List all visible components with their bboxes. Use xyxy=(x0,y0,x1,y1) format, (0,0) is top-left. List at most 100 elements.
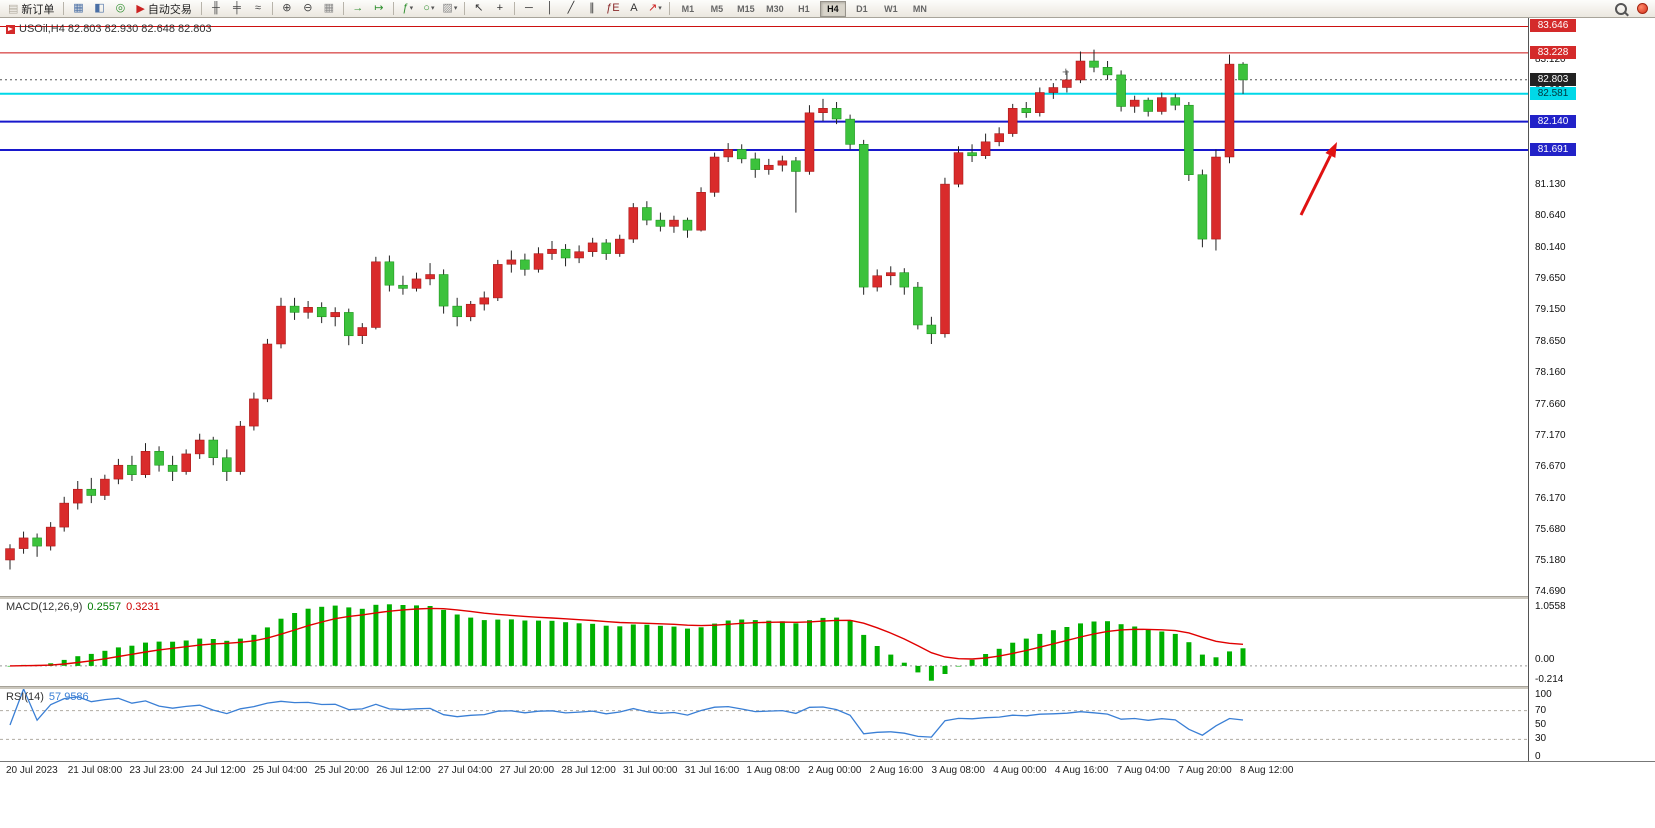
crosshair-icon[interactable]: + xyxy=(496,2,504,14)
toolbar-separator xyxy=(342,2,344,15)
timeframe-button-m15[interactable]: M15 xyxy=(737,3,755,14)
navigator-icon[interactable]: ◎ xyxy=(115,2,126,14)
time-axis-label: 7 Aug 20:00 xyxy=(1178,765,1232,776)
cursor-cross-marker: + xyxy=(1062,64,1070,79)
time-axis-label: 25 Jul 04:00 xyxy=(252,765,308,776)
time-axis-label: 4 Aug 00:00 xyxy=(993,765,1047,776)
cursor-icon[interactable]: ↖ xyxy=(474,2,484,14)
price-axis-label: 79.650 xyxy=(1535,272,1566,284)
rsi-axis-label: 70 xyxy=(1535,704,1547,716)
community-badge-icon[interactable] xyxy=(1632,0,1652,17)
timeframe-button-m30[interactable]: M30 xyxy=(766,3,784,14)
timeframe-button-h1[interactable]: H1 xyxy=(798,3,810,14)
magnifier-glass-icon xyxy=(1615,2,1627,15)
dropdown-arrow-icon: ▾ xyxy=(658,5,662,12)
indicators-icon[interactable]: ƒ ▾ xyxy=(402,2,414,14)
price-axis-label: 76.670 xyxy=(1535,461,1566,473)
toolbar-separator xyxy=(271,2,273,15)
tile-windows-icon[interactable]: ▦ xyxy=(323,2,335,14)
rsi-axis-label: 100 xyxy=(1535,689,1552,700)
price-badge-82-140: 82.140 xyxy=(1530,114,1576,128)
periods-icon[interactable]: ○ ▾ xyxy=(423,2,435,14)
macd-pane[interactable]: MACD(12,26,9) 0.2557 0.3231 xyxy=(0,599,1528,686)
rsi-pane[interactable]: RSI(14) 57.9586 xyxy=(0,689,1528,761)
time-axis-label: 1 Aug 08:00 xyxy=(746,765,800,776)
timeframe-button-d1[interactable]: D1 xyxy=(856,3,868,14)
timeframe-button-mn[interactable]: MN xyxy=(912,3,927,14)
channel-icon[interactable]: ∥ xyxy=(589,2,595,14)
macd-axis-label: 1.0558 xyxy=(1535,601,1566,612)
auto-scroll-icon[interactable]: → xyxy=(352,2,364,14)
trend-arrow-object[interactable] xyxy=(1299,142,1337,216)
macd-name: MACD(12,26,9) xyxy=(6,601,83,613)
timeframe-button-h4[interactable]: H4 xyxy=(819,0,846,17)
text-tool-icon[interactable]: A xyxy=(630,2,638,14)
price-axis-label: 74.690 xyxy=(1535,586,1566,598)
horizontal-line-icon[interactable]: ─ xyxy=(524,2,533,14)
timeframe-button-w1[interactable]: W1 xyxy=(884,3,898,14)
time-axis-label: 27 Jul 20:00 xyxy=(499,765,555,776)
price-scale[interactable]: 83.12082.62082.14081.63081.13080.64080.1… xyxy=(1528,18,1655,762)
zoom-out-icon[interactable]: ⊖ xyxy=(303,2,313,14)
toolbar-separator xyxy=(513,2,515,15)
macd-axis-label: -0.214 xyxy=(1535,674,1564,685)
price-axis-label: 80.640 xyxy=(1535,210,1566,222)
price-axis-label: 77.660 xyxy=(1535,398,1566,410)
time-axis-label: 23 Jul 23:00 xyxy=(129,765,184,776)
time-axis-label: 26 Jul 12:00 xyxy=(376,765,431,776)
time-axis-label: 21 Jul 08:00 xyxy=(67,765,123,776)
price-badge-81-691: 81.691 xyxy=(1530,142,1576,156)
bar-chart-icon[interactable]: ╫ xyxy=(211,2,220,14)
rsi-chart-svg[interactable] xyxy=(0,689,1528,761)
price-axis-label: 80.140 xyxy=(1535,241,1566,253)
rsi-value: 57.9586 xyxy=(48,691,89,703)
price-axis-label: 81.130 xyxy=(1535,179,1566,191)
price-pane[interactable]: + USOil,H4 82.803 82.930 82.648 82.803 xyxy=(0,18,1528,596)
dropdown-arrow-icon: ▾ xyxy=(453,5,458,12)
chart-title: USOil,H4 82.803 82.930 82.648 82.803 xyxy=(6,23,212,35)
chart-shift-icon[interactable]: ↦ xyxy=(374,2,384,14)
price-axis-label: 79.150 xyxy=(1535,304,1566,316)
timeframe-button-m1[interactable]: M1 xyxy=(681,3,695,14)
charts-window-icon[interactable]: ▦ xyxy=(73,2,84,14)
arrows-tool-icon[interactable]: ↗ ▾ xyxy=(648,2,662,14)
time-axis-label: 27 Jul 04:00 xyxy=(437,765,493,776)
time-axis-label: 20 Jul 2023 xyxy=(6,765,58,776)
time-axis-label: 31 Jul 00:00 xyxy=(623,765,678,776)
rsi-axis-label: 0 xyxy=(1535,751,1541,762)
price-badge-83-228: 83.228 xyxy=(1530,45,1576,59)
line-chart-icon[interactable]: ≈ xyxy=(254,2,261,14)
time-axis-label: 31 Jul 16:00 xyxy=(684,765,740,776)
time-axis[interactable]: 20 Jul 2023 21 Jul 08:00 23 Jul 23:00 24 Ju… xyxy=(0,761,1655,779)
price-axis-label: 77.170 xyxy=(1535,429,1566,441)
market-watch-icon[interactable]: ◧ xyxy=(94,2,105,14)
macd-main-value: 0.2557 xyxy=(87,601,122,613)
price-axis-label: 76.170 xyxy=(1535,492,1566,504)
time-axis-label: 2 Aug 16:00 xyxy=(869,765,924,776)
dropdown-arrow-icon: ▾ xyxy=(430,5,435,12)
macd-chart-svg[interactable] xyxy=(0,599,1528,686)
timeframe-button-m5[interactable]: M5 xyxy=(710,3,724,14)
price-axis-label: 75.680 xyxy=(1535,523,1566,535)
fibonacci-icon[interactable]: ƒE xyxy=(606,2,620,14)
time-axis-label: 7 Aug 04:00 xyxy=(1116,765,1170,776)
autotrading-button[interactable]: ▶ 自动交易 xyxy=(131,1,196,16)
trendline-icon[interactable]: ╱ xyxy=(567,2,575,14)
price-axis-label: 83.120 xyxy=(1535,53,1566,65)
search-icon[interactable] xyxy=(1611,0,1631,17)
autotrading-button-icon: ▶ xyxy=(136,3,145,15)
pane-splitter[interactable] xyxy=(0,686,1655,689)
new-order-button[interactable]: ▤ 新订单 xyxy=(3,1,59,16)
toolbar-separator xyxy=(463,2,465,15)
pane-splitter[interactable] xyxy=(0,596,1655,599)
toolbar-separator xyxy=(63,2,65,15)
price-axis-label: 78.160 xyxy=(1535,367,1566,378)
zoom-in-icon[interactable]: ⊕ xyxy=(282,2,292,14)
vertical-line-icon[interactable]: │ xyxy=(546,2,554,14)
price-badge-82-803: 82.803 xyxy=(1530,72,1576,86)
candlestick-chart-icon[interactable]: ╪ xyxy=(232,2,241,14)
price-chart-svg[interactable]: + xyxy=(0,18,1528,596)
time-axis-label: 2 Aug 00:00 xyxy=(808,765,862,776)
templates-icon[interactable]: ▨ ▾ xyxy=(442,2,458,14)
